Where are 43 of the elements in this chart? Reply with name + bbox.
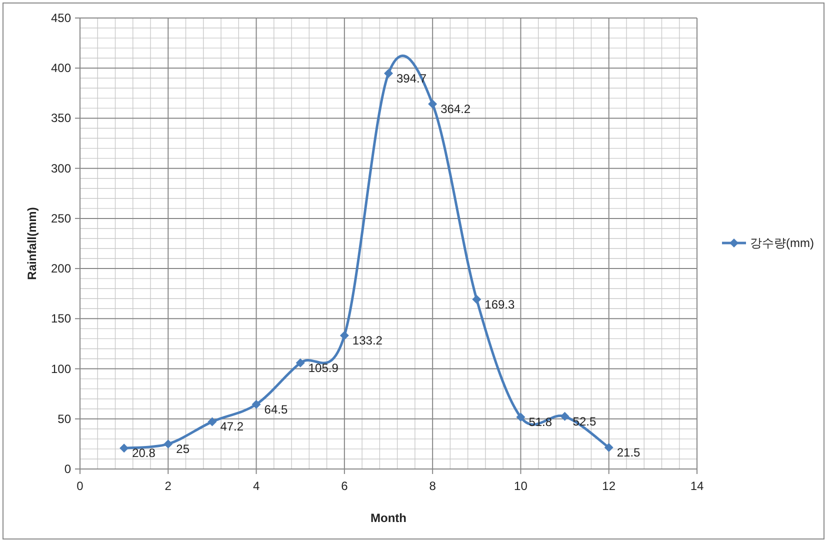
y-tick-label: 200	[50, 262, 72, 276]
x-tick-label: 6	[341, 479, 348, 493]
data-label: 25	[176, 442, 190, 456]
point	[208, 417, 217, 426]
y-tick-label: 400	[50, 61, 72, 76]
data-label: 47.2	[220, 420, 244, 434]
point	[428, 99, 438, 108]
y-tick-label: 350	[50, 111, 72, 126]
point	[604, 442, 614, 452]
point	[164, 439, 173, 448]
point	[516, 412, 526, 422]
x-tick-label: 0	[76, 479, 84, 493]
y-tick-label: 250	[50, 211, 72, 226]
data-label: 20.8	[132, 446, 156, 460]
point	[340, 331, 349, 340]
x-tick-label: 8	[429, 479, 436, 493]
point	[296, 358, 305, 368]
x-axis-title: Month	[370, 511, 406, 525]
legend: 강수량(mm)	[722, 236, 814, 250]
y-tick-label: 450	[50, 11, 72, 25]
data-label: 364.2	[440, 102, 471, 116]
legend-label: 강수량(mm)	[750, 236, 814, 250]
y-tick-label: 100	[50, 362, 72, 376]
data-label: 133.2	[352, 334, 383, 348]
point	[560, 412, 570, 421]
x-tick-label: 14	[690, 479, 704, 493]
x-tick-label: 4	[252, 479, 260, 493]
data-label: 21.5	[616, 445, 641, 460]
point	[384, 68, 393, 78]
x-tick-label: 2	[164, 479, 172, 493]
point	[472, 294, 482, 304]
point	[120, 444, 129, 453]
point	[252, 400, 261, 409]
y-tick-label: 50	[58, 412, 72, 426]
y-tick-label: 0	[64, 462, 72, 476]
y-tick-label: 300	[50, 161, 72, 176]
data-label: 105.9	[308, 360, 339, 375]
data-label: 64.5	[264, 402, 288, 416]
y-tick-label: 150	[50, 312, 72, 326]
x-tick-label: 10	[514, 479, 528, 493]
y-axis-title: Rainfall(mm)	[25, 207, 39, 280]
x-tick-label: 12	[602, 479, 616, 493]
data-label: 169.3	[484, 297, 515, 312]
